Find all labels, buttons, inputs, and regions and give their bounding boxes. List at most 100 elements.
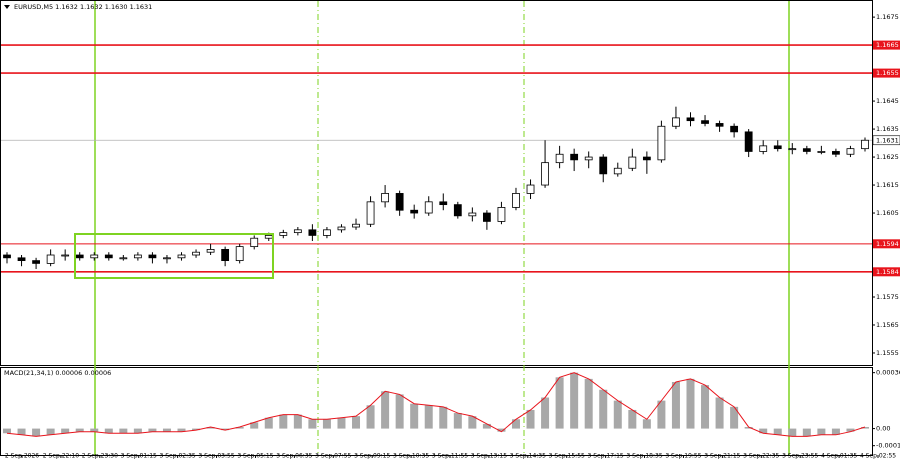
x-tick-label: 3 Sep 17:15 [588, 453, 624, 460]
candle-body [599, 156, 608, 175]
y-tick-label: 1.1615 [876, 181, 899, 189]
price-layer [1, 44, 872, 273]
candle-body [381, 193, 390, 203]
chart-title: EURUSD,M5 1.1632 1.1632 1.1630 1.1631 [14, 3, 152, 11]
level-label-box [873, 68, 900, 78]
macd-bar [264, 417, 273, 429]
macd-bar [628, 409, 637, 429]
macd-bar [657, 400, 666, 429]
candle-body [177, 254, 186, 259]
candle-body [410, 209, 419, 214]
macd-bar [861, 427, 869, 429]
candle-body [584, 156, 593, 161]
macd-bar [817, 428, 826, 435]
y-tick-label: 1.1575 [876, 293, 899, 301]
macd-bar [497, 428, 506, 432]
candle-body [75, 254, 84, 259]
macd-bar [75, 428, 84, 432]
macd-bar [206, 427, 215, 429]
candle-body [497, 207, 506, 222]
macd-bar [148, 428, 157, 432]
candle-body [628, 156, 637, 169]
candle-body [657, 125, 666, 161]
macd-bar [715, 397, 724, 429]
x-tick-label: 3 Sep 18:35 [626, 453, 662, 460]
menu-arrow [4, 5, 10, 9]
candle-body [46, 254, 55, 264]
x-tick-label: 3 Sep 05:15 [237, 453, 273, 460]
y-tick-label: 1.1635 [876, 125, 899, 133]
level-label-box [873, 239, 900, 249]
macd-bar [788, 428, 797, 437]
candle-body [730, 125, 739, 133]
candle-body [235, 246, 244, 262]
level-label-box [873, 40, 900, 50]
x-tick-label: 3 Sep 01:15 [121, 453, 157, 460]
macd-bar [3, 428, 11, 434]
y-tick-label: 1.1555 [876, 349, 899, 357]
x-tick-label: 3 Sep 06:35 [276, 453, 312, 460]
candle-body [512, 193, 520, 208]
y-tick-label: -0.00011 [876, 442, 900, 450]
macd-bar [555, 377, 564, 429]
macd-bar [613, 400, 622, 429]
macd-bar [17, 428, 26, 435]
candle-body [104, 254, 113, 259]
candle-body [482, 212, 491, 222]
macd-bar [744, 427, 753, 429]
candle-body [293, 229, 302, 234]
candle-body [90, 254, 99, 259]
candle-body [133, 254, 142, 259]
price-panel [0, 0, 873, 366]
macd-bar [308, 419, 317, 429]
macd-bar [671, 381, 680, 429]
x-tick-label: 3 Sep 23:55 [782, 453, 818, 460]
x-tick-label: 3 Sep 02:35 [160, 453, 196, 460]
candle-body [439, 201, 448, 206]
macd-bar [61, 428, 70, 434]
macd-bar [235, 427, 244, 429]
candle-body [672, 117, 680, 127]
macd-bar [686, 378, 695, 429]
x-tick-label: 3 Sep 07:55 [315, 453, 351, 460]
macd-bar [293, 414, 302, 429]
candle-body [468, 212, 477, 217]
macd-bar [177, 428, 186, 432]
x-tick-label: 3 Sep 14:35 [510, 453, 546, 460]
macd-bar [133, 428, 142, 434]
candle-body [701, 120, 709, 124]
x-tick-label: 3 Sep 09:15 [354, 453, 390, 460]
candle-body [17, 257, 26, 262]
macd-bar [468, 416, 477, 429]
macd-panel [0, 367, 873, 456]
macd-bar [701, 385, 710, 429]
macd-bar [730, 406, 739, 429]
macd-bar [642, 419, 651, 429]
macd-bar [541, 397, 550, 429]
candle-body [453, 204, 462, 217]
macd-bar [453, 413, 462, 429]
macd-bar [119, 428, 128, 434]
candle-body [424, 201, 433, 214]
macd-bar [104, 428, 113, 434]
macd-bar [410, 403, 419, 429]
y-tick-label: 1.1675 [876, 13, 899, 21]
macd-bar [511, 419, 520, 429]
x-tick-label: 4 Sep 01:35 [821, 453, 857, 460]
macd-bar [381, 391, 390, 429]
candle-body [163, 257, 171, 260]
macd-bar [424, 405, 433, 429]
candle-body [61, 254, 70, 257]
macd-bar [250, 422, 259, 429]
x-tick-label: 3 Sep 21:15 [704, 453, 740, 460]
candle-body [250, 237, 259, 248]
level-label: 1.1655 [876, 69, 899, 77]
macd-bar [599, 389, 608, 429]
candle-body [206, 249, 215, 253]
candle-body [526, 184, 535, 194]
candle-body [832, 151, 840, 155]
x-tick-label: 3 Sep 15:55 [549, 453, 585, 460]
y-tick-label: 1.1625 [876, 153, 899, 161]
level-label-box [873, 267, 900, 277]
